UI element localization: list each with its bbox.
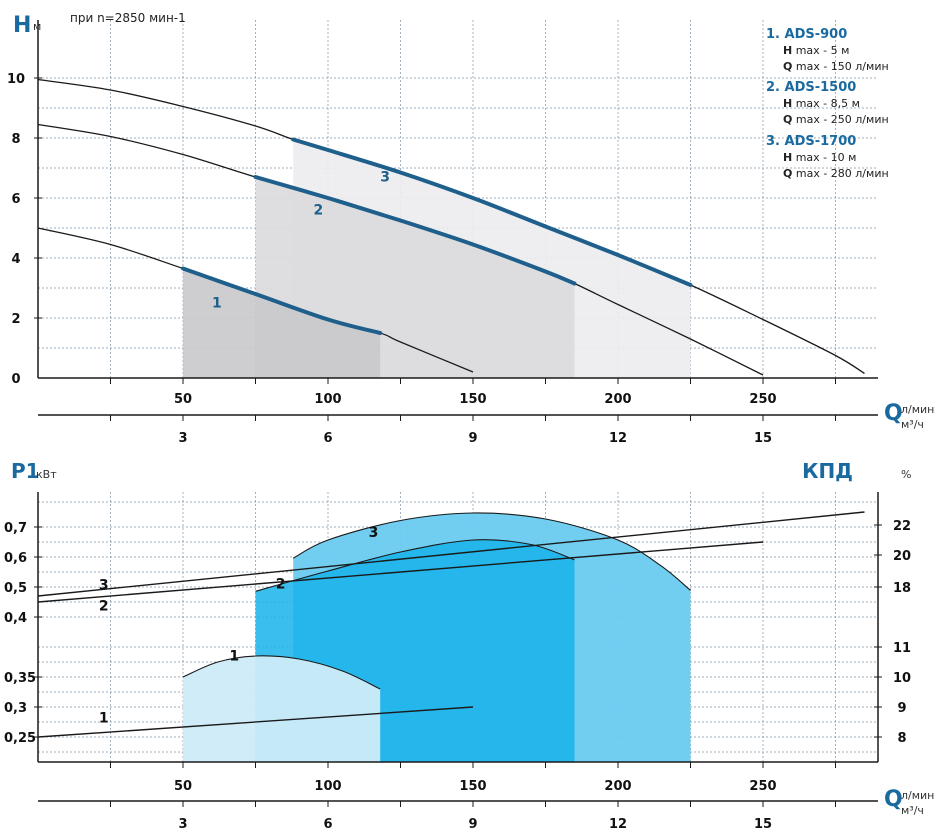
top-y-unit: м xyxy=(33,20,41,33)
curve-label-3: 3 xyxy=(380,170,390,186)
head-curve-highlight-1 xyxy=(181,266,383,335)
x-tick-label-m3h: 12 xyxy=(609,431,627,446)
y-tick-label: 0,25 xyxy=(4,731,36,746)
x-tick-label-lmin: 100 xyxy=(314,392,341,407)
y-tick-label: 0,7 xyxy=(4,521,27,536)
power-curve-3 xyxy=(37,511,865,597)
efficiency-curve-1 xyxy=(182,655,381,690)
legend-q-2: Q max - 250 л/мин xyxy=(783,113,889,126)
legend-h-1: H max - 5 м xyxy=(783,44,849,57)
bottom-power-curves: 1 2 3 xyxy=(37,511,865,738)
bottom-x-tick-marks xyxy=(34,524,882,807)
efficiency-label-2: 2 xyxy=(276,577,286,593)
y2-tick-label: 10 xyxy=(893,671,911,686)
power-label-2: 2 xyxy=(99,598,109,614)
y-tick-label: 0,5 xyxy=(4,581,27,596)
head-curve-highlight-2 xyxy=(253,175,577,286)
curve-label-1: 1 xyxy=(212,296,222,312)
power-curve-1 xyxy=(37,706,474,738)
y2-tick-label: 18 xyxy=(893,581,911,596)
x-tick-label-lmin: 200 xyxy=(604,392,631,407)
y2-tick-label: 20 xyxy=(893,549,911,564)
legend-q-3: Q max - 280 л/мин xyxy=(783,167,889,180)
y-tick-label: 0,3 xyxy=(4,701,27,716)
y-tick-label: 0,35 xyxy=(4,671,36,686)
bottom-y2-title: КПД xyxy=(802,459,853,483)
x-tick-label-m3h: 6 xyxy=(323,431,332,446)
y-tick-label: 0,6 xyxy=(4,551,27,566)
y-tick-label: 0 xyxy=(11,372,20,387)
bottom-y2-unit: % xyxy=(901,468,911,481)
top-operating-areas xyxy=(183,139,691,378)
legend-q-1: Q max - 150 л/мин xyxy=(783,60,889,73)
legend-h-3: H max - 10 м xyxy=(783,151,856,164)
power-label-3: 3 xyxy=(99,577,109,593)
x-tick-label-lmin: 200 xyxy=(604,779,631,794)
legend-title-2: 2. ADS-1500 xyxy=(766,80,856,95)
x-tick-label-m3h: 9 xyxy=(468,817,477,832)
x-tick-label-m3h: 15 xyxy=(754,817,772,832)
x-tick-label-lmin: 50 xyxy=(174,392,192,407)
y-tick-label: 2 xyxy=(11,312,20,327)
y-tick-label: 0,4 xyxy=(4,611,27,626)
x-tick-label-m3h: 15 xyxy=(754,431,772,446)
top-head-curves: 1 2 3 xyxy=(37,78,865,376)
top-x-tick-marks xyxy=(34,77,836,421)
bottom-x-unit-lmin: л/мин xyxy=(901,789,934,802)
top-x-unit-lmin: л/мин xyxy=(901,403,934,416)
x-tick-label-m3h: 12 xyxy=(609,817,627,832)
x-tick-label-m3h: 3 xyxy=(178,431,187,446)
bottom-x-title: Q xyxy=(884,787,903,812)
y2-tick-label: 22 xyxy=(893,519,911,534)
legend-h-2: H max - 8,5 м xyxy=(783,97,860,110)
top-x-unit-m3h: м³/ч xyxy=(901,418,924,431)
y2-tick-label: 11 xyxy=(893,641,911,656)
top-note: при n=2850 мин-1 xyxy=(70,11,186,25)
efficiency-label-1: 1 xyxy=(229,649,239,665)
power-label-1: 1 xyxy=(99,711,109,727)
y2-tick-label: 9 xyxy=(897,701,906,716)
efficiency-curve-2 xyxy=(255,539,575,592)
bottom-y-unit: кВт xyxy=(36,468,57,481)
y-tick-label: 10 xyxy=(7,72,25,87)
y2-tick-label: 8 xyxy=(897,731,906,746)
x-tick-label-lmin: 150 xyxy=(459,779,486,794)
efficiency-area-1 xyxy=(183,655,381,762)
power-curve-2 xyxy=(37,541,764,603)
operating-area-1 xyxy=(183,268,381,378)
y-tick-label: 4 xyxy=(11,252,20,267)
top-x-title: Q xyxy=(884,401,903,426)
y-tick-label: 8 xyxy=(11,132,20,147)
bottom-y-title: P1 xyxy=(11,459,40,483)
efficiency-label-3: 3 xyxy=(369,525,379,541)
top-legend: 1. ADS-900 H max - 5 м Q max - 150 л/мин… xyxy=(766,27,889,180)
x-tick-label-lmin: 250 xyxy=(749,779,776,794)
y-tick-label: 6 xyxy=(11,192,20,207)
x-tick-label-lmin: 50 xyxy=(174,779,192,794)
x-tick-label-m3h: 6 xyxy=(323,817,332,832)
x-tick-label-m3h: 3 xyxy=(178,817,187,832)
top-y-title: H xyxy=(13,13,31,38)
x-tick-label-lmin: 250 xyxy=(749,392,776,407)
legend-title-1: 1. ADS-900 xyxy=(766,27,847,42)
x-tick-label-lmin: 100 xyxy=(314,779,341,794)
x-tick-label-lmin: 150 xyxy=(459,392,486,407)
legend-title-3: 3. ADS-1700 xyxy=(766,134,856,149)
bottom-x-unit-m3h: м³/ч xyxy=(901,804,924,817)
x-tick-label-m3h: 9 xyxy=(468,431,477,446)
curve-label-2: 2 xyxy=(314,203,324,219)
head-curve-highlight-3 xyxy=(291,137,693,287)
efficiency-curve-3 xyxy=(292,512,691,591)
bottom-efficiency-areas: 3 2 1 xyxy=(182,512,691,762)
